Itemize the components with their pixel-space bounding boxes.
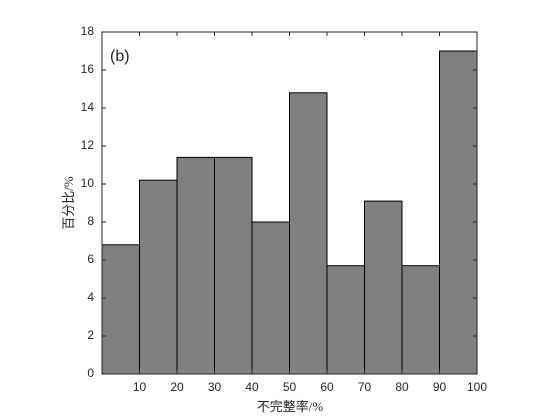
y-tick-label: 2 xyxy=(87,328,94,342)
bar xyxy=(326,265,365,375)
x-tick-label: 40 xyxy=(245,380,259,394)
x-tick-label: 90 xyxy=(433,380,447,394)
y-tick-label: 16 xyxy=(81,62,95,76)
y-tick-label: 14 xyxy=(81,100,95,114)
x-tick-label: 20 xyxy=(170,380,184,394)
bar xyxy=(439,50,478,375)
y-axis-title: 百分比/% xyxy=(61,176,76,230)
y-tick-label: 0 xyxy=(87,366,94,380)
bar xyxy=(401,265,440,375)
bar xyxy=(214,156,253,375)
x-tick-label: 30 xyxy=(208,380,222,394)
y-tick-label: 4 xyxy=(87,290,94,304)
y-tick-label: 18 xyxy=(81,24,95,38)
bar xyxy=(289,92,328,375)
x-tick-label: 100 xyxy=(467,380,487,394)
x-tick-label: 50 xyxy=(283,380,297,394)
x-tick-label: 10 xyxy=(133,380,147,394)
y-tick-label: 8 xyxy=(87,214,94,228)
annotation: (b) xyxy=(110,48,130,65)
x-tick-label: 80 xyxy=(395,380,409,394)
x-tick-label: 70 xyxy=(358,380,372,394)
bar xyxy=(139,179,178,375)
y-tick-label: 12 xyxy=(81,138,95,152)
bar xyxy=(176,156,215,375)
bar xyxy=(364,200,403,375)
x-axis-title: 不完整率/% xyxy=(257,399,324,414)
y-tick-label: 10 xyxy=(81,176,95,190)
y-tick-label: 6 xyxy=(87,252,94,266)
x-tick-label: 60 xyxy=(320,380,334,394)
bar xyxy=(101,244,140,375)
bar xyxy=(251,221,290,375)
